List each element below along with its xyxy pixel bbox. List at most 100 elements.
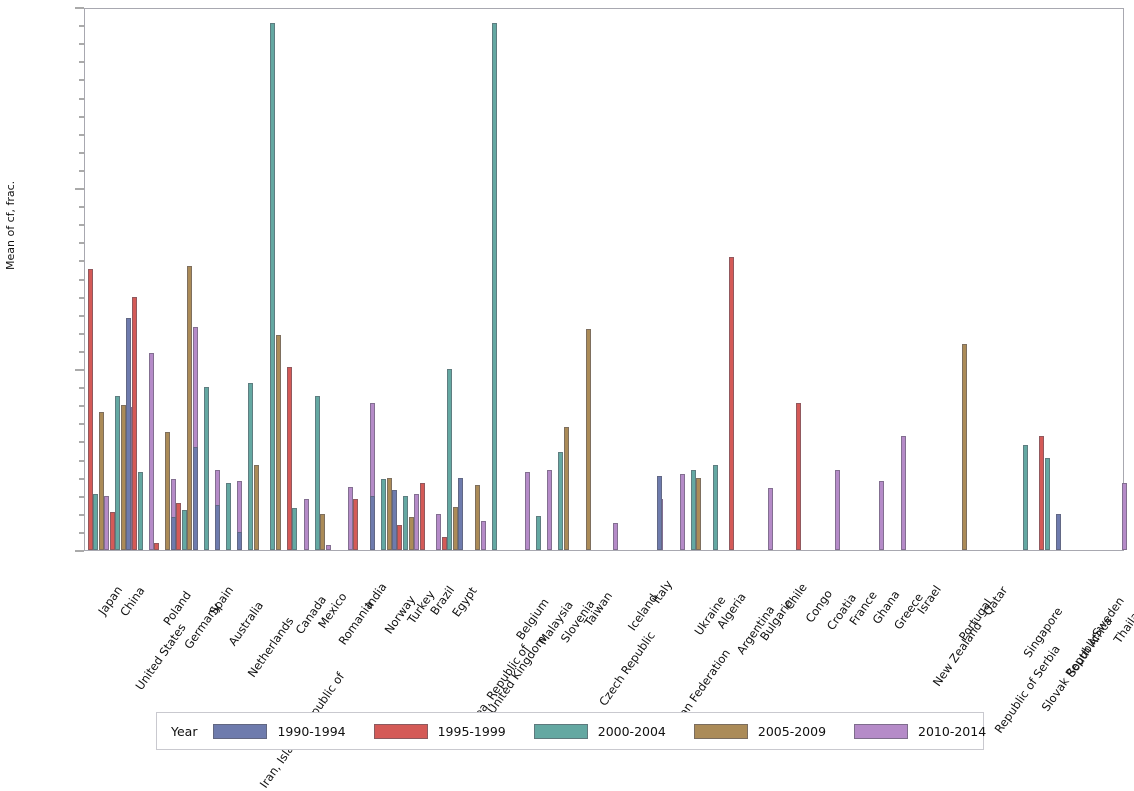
bar[interactable] [419,483,425,550]
bar[interactable] [137,472,143,550]
bar[interactable] [115,396,121,550]
bar-group [528,9,552,550]
bar[interactable] [286,367,292,550]
y-tick-minor [79,460,84,461]
bar[interactable] [203,387,209,550]
bar-group [262,9,284,550]
y-tick-minor [79,405,84,407]
bar-series-container [85,9,1128,550]
bar[interactable] [901,435,907,550]
bar[interactable] [386,477,392,550]
bar[interactable] [1122,483,1128,550]
bar[interactable] [696,477,702,550]
bar[interactable] [961,343,967,550]
bar[interactable] [353,499,359,550]
bar[interactable] [475,484,481,550]
bar[interactable] [1022,445,1028,550]
bar[interactable] [120,405,126,550]
bar[interactable] [524,472,530,550]
bar[interactable] [657,475,663,550]
bar[interactable] [303,499,309,550]
bar[interactable] [441,537,447,550]
bar[interactable] [712,464,718,550]
bar[interactable] [403,495,409,550]
bar[interactable] [452,506,458,550]
bar[interactable] [1044,457,1050,550]
legend-item[interactable]: 2010-2014 [854,723,986,739]
bar[interactable] [187,265,193,550]
bar-group [236,9,262,550]
bar[interactable] [87,269,93,550]
bar[interactable] [109,512,115,550]
bar[interactable] [176,502,182,550]
y-tick-minor [79,315,84,317]
bar[interactable] [325,544,331,550]
bar[interactable] [214,504,220,550]
bar[interactable] [226,483,232,550]
bar[interactable] [131,296,137,550]
bar[interactable] [458,477,464,550]
y-tick-minor [79,478,84,480]
bar[interactable] [690,470,696,550]
legend-swatch [213,723,268,739]
bar[interactable] [1039,435,1045,550]
bar[interactable] [729,256,735,550]
bar-group [771,9,793,550]
bar[interactable] [878,481,884,550]
legend-item[interactable]: 2005-2009 [693,723,826,739]
y-tick-minor [79,387,84,389]
bar[interactable] [93,493,99,550]
bar[interactable] [347,486,353,550]
bar[interactable] [391,490,397,550]
bar[interactable] [585,329,591,550]
y-tick-minor [79,333,84,335]
bar-group [882,9,907,550]
bar[interactable] [253,464,259,550]
bar[interactable] [480,521,486,550]
y-tick-minor [79,260,84,262]
bar-group [616,9,638,550]
legend-item[interactable]: 1995-1999 [373,723,506,739]
bar[interactable] [414,493,420,550]
bar[interactable] [170,517,176,550]
bar[interactable] [679,473,685,550]
bar[interactable] [380,479,386,550]
bar[interactable] [154,542,160,550]
bar[interactable] [248,383,254,550]
bar[interactable] [192,446,198,550]
bar[interactable] [535,515,541,550]
bar[interactable] [104,495,110,550]
y-tick-minor [79,423,84,425]
bar-group [749,9,774,550]
bar[interactable] [314,396,320,550]
bar[interactable] [181,510,187,550]
legend-item[interactable]: 2000-2004 [533,723,666,739]
bar[interactable] [563,426,569,550]
bar[interactable] [165,432,171,550]
bar[interactable] [126,318,132,550]
bar[interactable] [436,513,442,550]
legend-item[interactable]: 1990-1994 [213,723,346,739]
bar[interactable] [557,452,563,550]
bar[interactable] [834,470,840,550]
bar[interactable] [148,352,154,550]
bar[interactable] [369,495,375,550]
bar[interactable] [270,23,276,550]
bar[interactable] [320,513,326,550]
bar[interactable] [447,369,453,550]
bar[interactable] [408,517,414,550]
bar[interactable] [795,403,801,550]
bar[interactable] [1055,513,1061,550]
bar[interactable] [236,531,242,550]
bar[interactable] [768,488,774,550]
bar[interactable] [613,522,619,550]
legend: Year 1990-1994 1995-1999 2000-2004 2005-200… [156,712,986,750]
bar[interactable] [397,524,403,550]
bar[interactable] [292,508,298,550]
bar[interactable] [491,23,497,550]
bar[interactable] [98,412,104,550]
bar-group [439,9,461,550]
bar-group [1081,9,1103,550]
bar[interactable] [547,470,552,550]
bar[interactable] [275,334,281,550]
